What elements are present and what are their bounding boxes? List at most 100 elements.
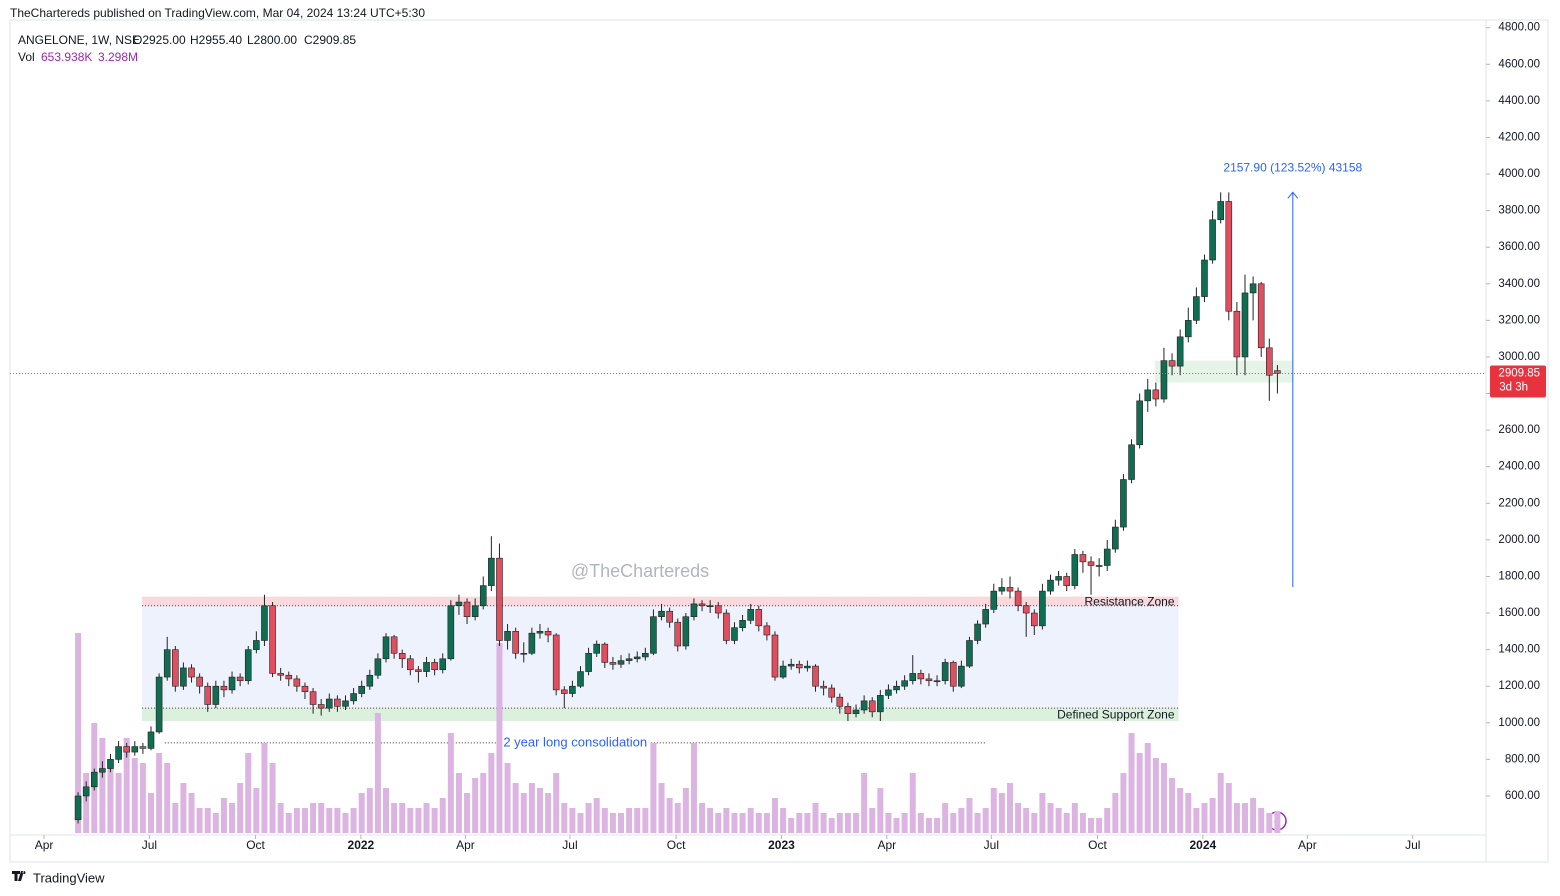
volume-bar [861,773,868,833]
volume-bar [601,808,608,833]
candle-body [1022,605,1030,614]
candle-body [990,590,998,610]
volume-bar [423,803,430,833]
volume-bar [123,738,130,833]
candle-body [172,649,179,687]
candle-body [1225,201,1233,312]
x-tick-label: Oct [667,838,686,852]
candle-body [196,676,203,687]
candle-body [844,706,852,714]
volume-bar [415,808,422,833]
candle-body [1152,389,1160,400]
volume-bar [464,793,471,833]
candle-body [682,616,690,647]
volume-bar [804,813,811,833]
candle-body [82,786,90,797]
volume-bar [885,813,892,833]
volume-bar [99,738,106,833]
y-tick-label: 2200.00 [1498,497,1540,509]
candle-body [447,605,455,660]
candle-body [569,685,576,694]
volume-bar [934,818,941,833]
candle-body [1257,283,1265,349]
y-tick-label: 2400.00 [1498,461,1540,473]
volume-bar [107,763,114,833]
volume-bar [285,813,292,833]
volume-bar [577,813,584,833]
candle-body [552,634,560,691]
volume-bar [1063,813,1070,833]
volume-bar [1136,753,1143,833]
candle-body [236,676,244,682]
candle-body [261,605,268,641]
volume-bar [699,803,706,833]
candle-body [633,656,641,660]
candle-body [431,662,438,671]
volume-bar [690,743,697,833]
candle-body [658,610,665,618]
candle-body [90,771,98,788]
x-tick-label: Apr [456,838,475,852]
x-tick-label: 2023 [768,838,795,852]
volume-bar [180,783,187,833]
x-tick-label: Jul [984,838,999,852]
candle-body [374,658,382,676]
volume-bar [666,798,673,833]
candle-body [439,658,447,671]
volume-bar [763,813,770,833]
candle-body [650,616,657,654]
candle-body [609,662,617,665]
volume-bar [115,773,122,833]
x-tick-label: Apr [877,838,896,852]
plot: Resistance Zone Defined Support Zone 2 yea… [74,160,1363,833]
y-tick-label: 1400.00 [1498,644,1540,656]
volume-bar [1088,818,1095,833]
volume-bar [1104,808,1111,833]
volume-bar [569,808,576,833]
volume-bar [942,803,949,833]
candle-body [107,759,114,769]
y-tick-label: 2000.00 [1498,534,1540,546]
candle-body [253,640,260,650]
volume-bar [1193,808,1200,833]
volume-bar [212,813,219,833]
candle-body [714,605,722,614]
candle-body [690,603,698,618]
candle-body [779,665,787,678]
volume-bar [1201,803,1208,833]
volume-bar [1047,803,1054,833]
volume-bar [172,803,179,833]
candle-body [155,676,163,733]
volume-bar [277,803,284,833]
volume-bar [253,788,260,833]
candle-body [1120,479,1127,528]
legend-vol-ma: 3.298M [98,50,138,64]
candle-body [204,685,212,705]
volume-bar [350,808,357,833]
candle-body [958,665,965,687]
volume-bar [1120,773,1127,833]
legend-vol-value: 653.938K [41,50,92,64]
candle-body [966,640,973,667]
candle-body [1055,576,1062,581]
y-tick-label: 1800.00 [1498,570,1540,582]
candle-body [949,662,957,687]
volume-bar [820,813,827,833]
last-price-label: 2909.85 [1498,367,1540,379]
candle-body [577,671,584,687]
candle-body [536,631,544,634]
candle-body [455,601,463,607]
volume-bar [634,808,641,833]
candle-body [723,612,730,641]
volume-bar [990,788,997,833]
candle-body [1079,554,1087,563]
volume-bar [1031,813,1038,833]
volume-bar [626,808,633,833]
y-tick-label: 1200.00 [1498,680,1540,692]
candle-body [382,636,390,660]
candle-body [601,643,609,663]
volume-bar [383,788,390,833]
candle-body [836,696,844,707]
candle-body [1266,347,1273,376]
